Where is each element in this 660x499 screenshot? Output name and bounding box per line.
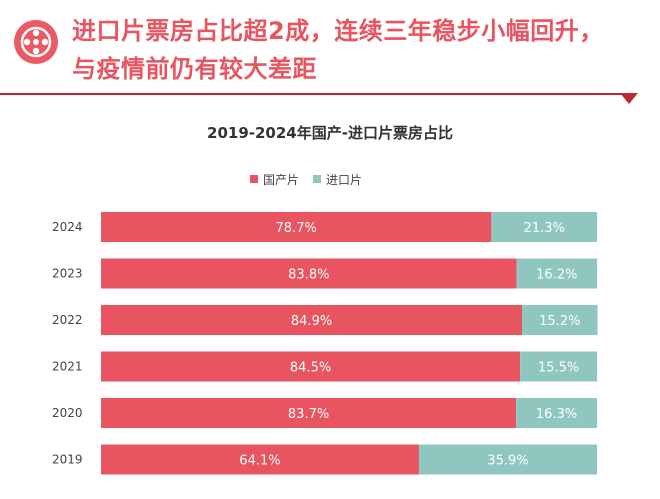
- legend-item-imported: 进口片: [313, 171, 362, 188]
- page-title: 进口片票房占比超2成，连续三年稳步小幅回升， 与疫情前仍有较大差距: [72, 12, 652, 88]
- bar-imported: [520, 351, 597, 382]
- data-label-domestic: 83.7%: [288, 407, 329, 422]
- bar-domestic: [101, 444, 419, 475]
- data-label-domestic: 84.5%: [290, 361, 331, 376]
- bar-imported: [516, 258, 597, 289]
- legend-label-imported: 进口片: [326, 172, 363, 187]
- film-reel-icon: [14, 20, 58, 64]
- data-label-imported: 15.2%: [539, 314, 580, 329]
- stacked-bar-chart: 2024 78.7% 21.3% 2023 83.8% 16.2% 2022 84.9% 15.…: [52, 212, 598, 475]
- divider-marker: [620, 93, 638, 104]
- bar-imported: [418, 444, 597, 475]
- data-label-domestic: 83.8%: [288, 268, 329, 283]
- bar-domestic: [101, 398, 517, 428]
- legend-swatch-domestic: [250, 175, 258, 183]
- data-label-imported: 16.3%: [536, 407, 577, 422]
- data-label-imported: 35.9%: [487, 454, 528, 469]
- y-tick-label: 2023: [52, 267, 83, 281]
- data-label-domestic: 84.9%: [291, 314, 332, 329]
- title-line-1: 进口片票房占比超2成，连续三年稳步小幅回升，: [72, 17, 604, 45]
- bar-domestic: [101, 212, 492, 242]
- title-line-2: 与疫情前仍有较大差距: [72, 55, 317, 83]
- data-label-imported: 16.2%: [536, 268, 577, 283]
- y-tick-label: 2022: [52, 313, 83, 327]
- bar-domestic: [101, 258, 517, 289]
- bar-domestic: [101, 351, 521, 382]
- data-label-domestic: 78.7%: [276, 221, 317, 236]
- header: 进口片票房占比超2成，连续三年稳步小幅回升， 与疫情前仍有较大差距: [0, 0, 660, 104]
- bar-imported: [516, 398, 597, 428]
- y-tick-label: 2021: [52, 360, 83, 374]
- bar-imported: [522, 305, 598, 335]
- legend-item-domestic: 国产片: [250, 171, 299, 188]
- data-label-imported: 21.3%: [524, 221, 565, 236]
- chart-legend: 国产片 进口片: [250, 171, 376, 187]
- legend-swatch-imported: [313, 175, 322, 183]
- y-tick-label: 2024: [52, 220, 83, 234]
- y-tick-label: 2019: [52, 453, 83, 467]
- legend-label-domestic: 国产片: [263, 172, 300, 187]
- divider: [0, 93, 632, 95]
- y-tick-label: 2020: [52, 406, 83, 420]
- bar-domestic: [101, 305, 523, 335]
- data-label-imported: 15.5%: [538, 361, 579, 376]
- data-label-domestic: 64.1%: [239, 454, 280, 469]
- chart-title: 2019-2024年国产-进口片票房占比: [207, 124, 453, 142]
- bar-imported: [491, 212, 597, 242]
